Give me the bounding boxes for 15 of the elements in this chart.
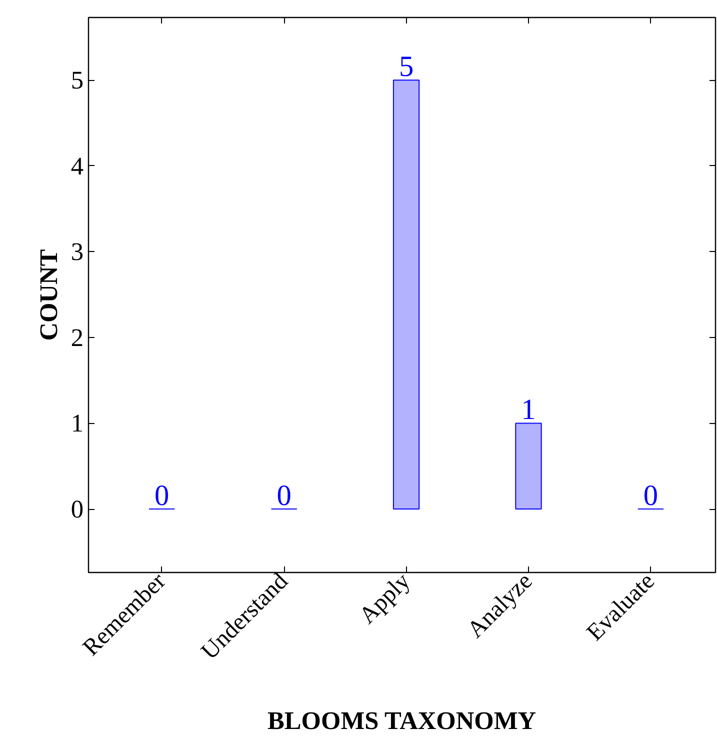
data-label: 0 [643, 480, 658, 512]
bar [515, 422, 542, 510]
y-tick-label: 0 [70, 496, 84, 524]
y-tick-label: 5 [70, 66, 84, 95]
x-axis-title: BLOOMS TAXONOMY [268, 707, 536, 736]
bar [392, 80, 420, 510]
data-label: 5 [398, 51, 414, 84]
data-label: 0 [154, 480, 170, 512]
data-label: 0 [276, 480, 292, 512]
y-tick-label: 3 [70, 238, 84, 266]
y-tick-label: 1 [70, 410, 84, 438]
y-axis-title: COUNT [34, 249, 63, 341]
y-tick-label: 2 [70, 324, 84, 352]
y-tick-label: 4 [70, 152, 84, 180]
data-label: 1 [521, 394, 536, 426]
